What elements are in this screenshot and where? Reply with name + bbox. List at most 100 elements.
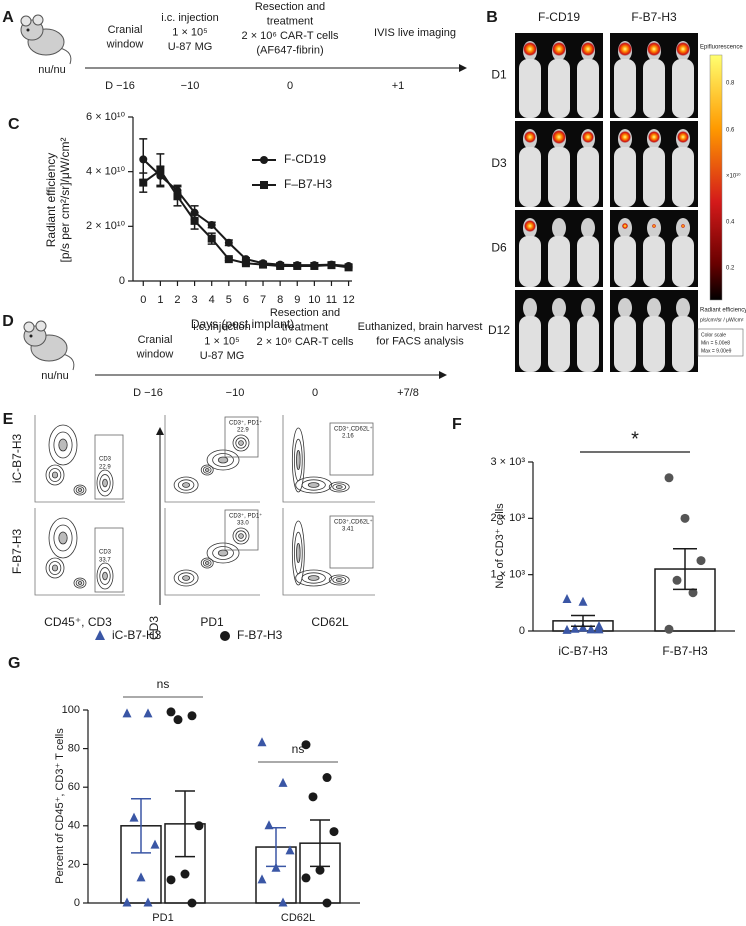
- marker: [143, 897, 153, 907]
- marker: [344, 263, 353, 272]
- colorbar-title: Epifluorescence: [700, 45, 743, 51]
- error-bar: [266, 826, 286, 868]
- contour: [296, 449, 301, 470]
- colorbar-tick: 0.2: [726, 266, 735, 272]
- contour: [301, 572, 326, 584]
- signal-spot: [648, 131, 660, 143]
- x-tick-label: 12: [342, 294, 354, 306]
- y-tick-label: 3 × 10³: [490, 456, 525, 468]
- x-tick-label: 3: [192, 294, 198, 306]
- gate-name: CD3⁺,CD62L⁺: [334, 519, 373, 526]
- marker: [276, 261, 285, 270]
- contour: [58, 438, 68, 452]
- signal-spot: [581, 42, 595, 56]
- error-bar: [673, 548, 697, 591]
- step-text: Resection and: [270, 307, 340, 319]
- contour: [45, 464, 65, 486]
- gate-name: CD3⁺, PD1⁺: [229, 513, 262, 520]
- x-tick-label: 11: [326, 294, 337, 306]
- contour: [75, 579, 85, 587]
- signal-spot: [618, 42, 632, 56]
- plot-axes: [164, 508, 260, 596]
- gate-value: 33.0: [237, 521, 249, 527]
- marker: [220, 631, 230, 641]
- day-label: D −16: [133, 387, 163, 399]
- marker: [224, 255, 233, 264]
- marker: [322, 898, 332, 908]
- y-tick-label: 2 × 10¹⁰: [86, 220, 126, 232]
- mouse-tail: [59, 47, 72, 65]
- series-line: [142, 158, 349, 267]
- mouse-body: [577, 316, 599, 372]
- contour: [335, 578, 343, 582]
- marker: [194, 821, 204, 831]
- marker: [688, 588, 698, 598]
- step-text: 2 × 10⁶ CAR-T cells: [242, 30, 339, 42]
- marker: [187, 898, 197, 908]
- marker: [259, 260, 268, 269]
- signal-spot: [652, 224, 656, 228]
- contour: [212, 453, 234, 467]
- colorbar-unit: p/s/cm²/sr / μW/cm²: [700, 317, 744, 323]
- day-label: 0: [312, 387, 318, 399]
- contour: [238, 533, 244, 539]
- day-label: +1: [392, 80, 405, 92]
- contour: [328, 481, 350, 493]
- contour: [48, 561, 62, 575]
- legend-label: F-B7-H3: [237, 628, 283, 642]
- significance: *: [631, 428, 639, 450]
- colorbar: [709, 54, 723, 301]
- gate-value: 22.9: [237, 428, 249, 434]
- ns-label: ns: [157, 677, 170, 691]
- x-tick-label: 6: [243, 294, 249, 306]
- ns-label: ns: [292, 742, 305, 756]
- y-tick-label: 80: [68, 743, 80, 755]
- mouse-head: [647, 298, 661, 318]
- contour: [205, 468, 210, 472]
- contour: [99, 474, 111, 492]
- mouse-head: [581, 218, 595, 238]
- contour: [295, 569, 333, 587]
- signal-spot: [523, 42, 537, 56]
- contour: [206, 449, 240, 471]
- mouse-body: [548, 316, 570, 372]
- contour: [48, 424, 78, 466]
- marker: [166, 875, 176, 885]
- signal-spot: [619, 131, 631, 143]
- marker: [278, 897, 288, 907]
- gate-value: 33.7: [99, 558, 111, 564]
- plot-axes: [34, 415, 125, 503]
- x-tick-label: PD1: [152, 912, 173, 924]
- day-label: 0: [287, 80, 293, 92]
- error-bar: [310, 819, 330, 868]
- contour: [202, 559, 212, 567]
- marker: [315, 865, 325, 875]
- row-label: iC-B7-H3: [10, 434, 24, 484]
- contour: [200, 557, 214, 569]
- scale-text: Color scale: [701, 332, 726, 338]
- marker: [672, 575, 682, 585]
- y-axis-label: CD3: [147, 616, 161, 640]
- strain-label: nu/nu: [38, 64, 66, 76]
- contour: [96, 562, 114, 590]
- step-text: Cranial: [108, 24, 143, 36]
- mouse-body: [614, 316, 636, 372]
- panel-label: D: [2, 313, 14, 330]
- gate: [329, 515, 374, 569]
- contour: [45, 557, 65, 579]
- x-axis-label: Days (post implant): [191, 317, 294, 331]
- gate: [224, 509, 259, 551]
- gate-name: CD3⁺, PD1⁺: [229, 420, 262, 427]
- gate: [94, 434, 124, 500]
- mouse-ear: [20, 15, 32, 27]
- y-tick-label: 0: [119, 275, 125, 287]
- marker: [257, 737, 267, 747]
- x-tick-label: 5: [226, 294, 232, 306]
- colorbar-tick: 0.4: [726, 220, 735, 226]
- marker: [207, 220, 216, 229]
- step-text: for FACS analysis: [376, 335, 464, 347]
- marker: [562, 593, 572, 603]
- signal-spot: [552, 130, 566, 144]
- step-text: treatment: [282, 321, 328, 333]
- gate: [224, 416, 259, 458]
